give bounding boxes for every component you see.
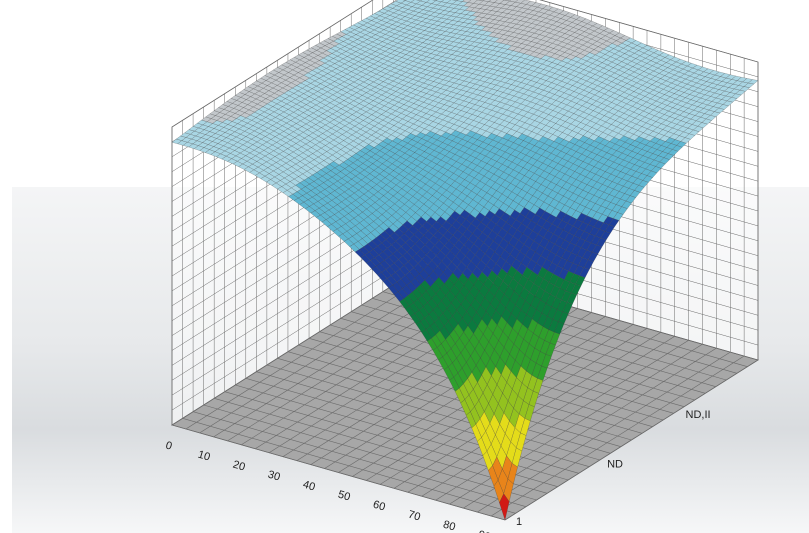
x-tick-label: 70 <box>407 509 422 524</box>
y-tick-label: ND <box>607 458 623 470</box>
x-tick-label: 10 <box>196 449 211 464</box>
floor-gridline <box>490 355 745 517</box>
x-tick-label: 0 <box>164 440 173 453</box>
x-tick-label: 90 <box>477 529 492 533</box>
x-tick-label: 20 <box>231 459 246 474</box>
x-tick-label: 50 <box>337 489 352 504</box>
x-tick-label: 40 <box>301 479 316 494</box>
wall-gridline <box>171 264 426 426</box>
x-tick-label: 30 <box>266 469 281 484</box>
y-tick-label: 1 <box>516 516 522 528</box>
y-tick-label: ND,II <box>686 409 711 421</box>
axis-tick-labels: 0 10 20 30 40 50 60 70 80 90 1 ND ND,II <box>164 409 710 533</box>
surface-cell <box>499 493 510 521</box>
x-tick-label: 60 <box>372 499 387 514</box>
wall-gridline <box>171 0 374 128</box>
wall-gridline <box>539 0 759 63</box>
floor-gridline <box>504 359 759 521</box>
x-tick-label: 80 <box>442 519 457 533</box>
floor-gridline <box>477 351 731 513</box>
surface-mesh <box>171 0 759 521</box>
